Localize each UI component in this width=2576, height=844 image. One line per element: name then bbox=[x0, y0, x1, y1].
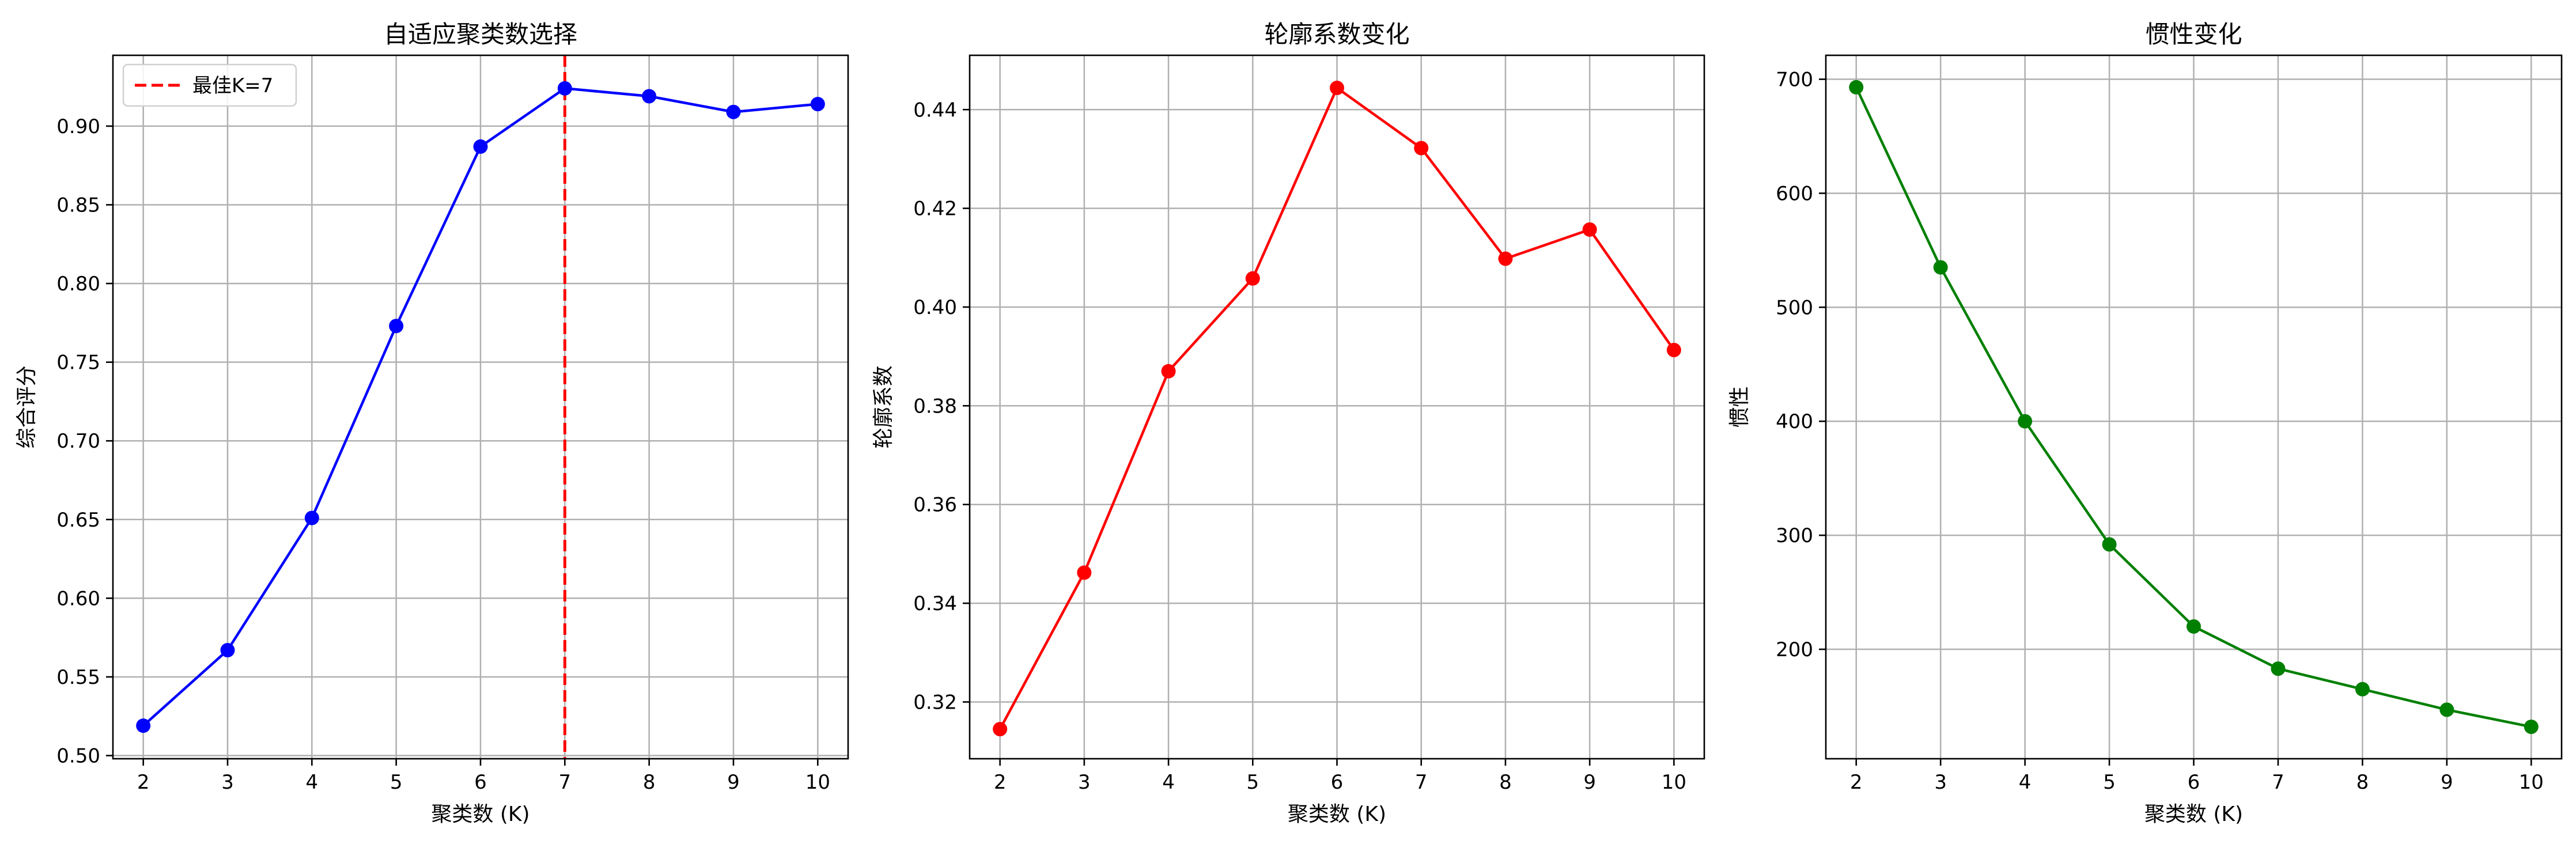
subplot-adaptive-k: 2 3 4 5 6 7 8 9 10 0.50 0.55 0.60 0.65 0.70 0.75 0.80 0.… bbox=[15, 20, 849, 826]
y-tick-label: 300 bbox=[1776, 524, 1813, 547]
x-tick-label: 4 bbox=[2019, 771, 2032, 794]
chart-title: 自适应聚类数选择 bbox=[384, 20, 577, 48]
y-tick-label: 500 bbox=[1776, 296, 1813, 319]
legend: 最佳K=7 bbox=[122, 63, 297, 107]
data-point bbox=[1498, 251, 1513, 266]
data-point bbox=[2187, 619, 2201, 634]
data-point bbox=[1582, 222, 1597, 237]
data-point bbox=[2355, 682, 2370, 697]
y-tick-label: 0.40 bbox=[913, 296, 957, 319]
y-tick-label: 0.44 bbox=[913, 99, 957, 122]
x-tick-label: 5 bbox=[2103, 771, 2116, 794]
y-tick-label: 400 bbox=[1776, 410, 1813, 433]
y-axis-label: 综合评分 bbox=[15, 365, 39, 448]
x-axis-label: 聚类数 (K) bbox=[1288, 803, 1386, 826]
x-tick-label: 7 bbox=[559, 771, 572, 794]
x-tick-label: 7 bbox=[1415, 771, 1428, 794]
x-tick-label: 4 bbox=[306, 771, 319, 794]
data-point bbox=[220, 643, 235, 658]
data-point bbox=[2018, 414, 2033, 429]
data-point bbox=[1245, 271, 1260, 286]
x-tick-label: 6 bbox=[1331, 771, 1344, 794]
legend-label-best-k: 最佳K=7 bbox=[192, 74, 273, 97]
y-tick-label: 0.80 bbox=[56, 272, 100, 296]
data-point bbox=[1849, 80, 1864, 94]
x-tick-label: 2 bbox=[994, 771, 1007, 794]
data-point bbox=[136, 718, 151, 733]
x-tick-label: 6 bbox=[2188, 771, 2200, 794]
data-point bbox=[2439, 702, 2454, 717]
y-tick-label: 0.32 bbox=[913, 691, 957, 714]
x-axis-label: 聚类数 (K) bbox=[2144, 803, 2243, 826]
x-tick-label: 3 bbox=[1934, 771, 1947, 794]
data-point bbox=[642, 89, 657, 104]
y-axis-label: 轮廓系数 bbox=[872, 365, 895, 448]
y-tick-label: 0.42 bbox=[913, 198, 957, 221]
data-point bbox=[557, 81, 572, 96]
x-tick-label: 2 bbox=[1850, 771, 1863, 794]
data-point bbox=[1933, 260, 1948, 275]
x-tick-label: 10 bbox=[2519, 771, 2544, 794]
data-point bbox=[993, 722, 1008, 737]
chart-title: 轮廓系数变化 bbox=[1264, 20, 1409, 48]
data-point bbox=[2102, 537, 2117, 552]
y-tick-label: 0.38 bbox=[913, 395, 957, 418]
data-point bbox=[1077, 565, 1092, 580]
data-point bbox=[2524, 720, 2539, 735]
x-tick-label: 6 bbox=[474, 771, 487, 794]
y-tick-label: 0.70 bbox=[56, 430, 100, 453]
x-tick-label: 3 bbox=[1078, 771, 1091, 794]
data-point bbox=[810, 97, 825, 112]
y-tick-label: 0.85 bbox=[56, 194, 100, 217]
data-point bbox=[2271, 661, 2286, 676]
x-tick-label: 10 bbox=[1662, 771, 1686, 794]
x-tick-label: 5 bbox=[390, 771, 403, 794]
subplot-silhouette: 2 3 4 5 6 7 8 9 10 0.32 0.34 0.36 0.38 0.40 0.42 0.44 轮… bbox=[872, 20, 1705, 826]
x-tick-label: 8 bbox=[643, 771, 656, 794]
x-tick-label: 9 bbox=[1583, 771, 1596, 794]
y-axis-label: 惯性 bbox=[1728, 386, 1752, 427]
x-tick-label: 5 bbox=[1246, 771, 1259, 794]
data-point bbox=[1666, 343, 1681, 358]
chart-title: 惯性变化 bbox=[2145, 20, 2242, 48]
data-point bbox=[726, 104, 741, 119]
x-tick-label: 9 bbox=[727, 771, 740, 794]
y-tick-label: 0.60 bbox=[56, 587, 100, 610]
data-point bbox=[304, 510, 319, 525]
y-tick-label: 0.90 bbox=[56, 115, 100, 138]
x-tick-label: 4 bbox=[1162, 771, 1175, 794]
x-axis-label: 聚类数 (K) bbox=[431, 803, 529, 826]
y-tick-label: 0.36 bbox=[913, 494, 957, 517]
y-tick-label: 700 bbox=[1776, 69, 1813, 92]
data-point bbox=[389, 319, 404, 334]
data-point bbox=[1414, 141, 1429, 156]
x-tick-label: 2 bbox=[137, 771, 150, 794]
x-tick-label: 7 bbox=[2272, 771, 2284, 794]
y-tick-label: 200 bbox=[1776, 638, 1813, 661]
subplot-inertia: 2 3 4 5 6 7 8 9 10 200 300 400 500 600 700 惯性变化 聚类数 (K… bbox=[1728, 20, 2563, 826]
data-point bbox=[1330, 81, 1344, 96]
y-tick-label: 0.50 bbox=[56, 745, 100, 768]
y-tick-label: 0.34 bbox=[913, 592, 957, 615]
data-point bbox=[473, 139, 488, 154]
x-tick-label: 10 bbox=[805, 771, 830, 794]
x-tick-label: 3 bbox=[221, 771, 234, 794]
y-tick-label: 0.65 bbox=[56, 509, 100, 532]
x-tick-label: 8 bbox=[1499, 771, 1512, 794]
data-point bbox=[1161, 364, 1176, 379]
y-tick-label: 0.55 bbox=[56, 666, 100, 689]
x-tick-label: 9 bbox=[2441, 771, 2453, 794]
legend-box bbox=[122, 63, 297, 107]
x-tick-label: 8 bbox=[2356, 771, 2369, 794]
y-tick-label: 600 bbox=[1776, 182, 1813, 205]
y-tick-label: 0.75 bbox=[56, 351, 100, 374]
